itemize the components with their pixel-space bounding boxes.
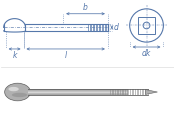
Bar <box>138 17 155 34</box>
Bar <box>125 89 126 95</box>
Bar <box>29 89 128 90</box>
Text: d: d <box>114 23 119 32</box>
Text: dk: dk <box>142 49 151 58</box>
Bar <box>29 94 128 95</box>
Text: b: b <box>83 3 88 12</box>
Ellipse shape <box>8 87 19 91</box>
Bar <box>110 89 111 95</box>
Bar <box>29 90 128 91</box>
Bar <box>132 89 134 95</box>
Bar <box>122 89 124 95</box>
Bar <box>142 89 144 95</box>
Bar <box>120 89 121 95</box>
Polygon shape <box>146 90 158 94</box>
Bar <box>29 92 128 93</box>
Bar <box>138 89 139 95</box>
Bar <box>127 89 129 95</box>
Bar <box>117 89 118 95</box>
Bar <box>29 91 128 92</box>
Bar <box>135 89 136 95</box>
Bar <box>145 89 146 95</box>
Ellipse shape <box>12 93 27 97</box>
Bar <box>112 89 114 95</box>
Bar <box>148 89 149 95</box>
Bar <box>115 89 116 95</box>
Text: k: k <box>12 51 17 60</box>
Text: l: l <box>65 51 67 60</box>
Ellipse shape <box>5 83 30 101</box>
Bar <box>130 89 131 95</box>
Bar <box>29 93 128 94</box>
Bar <box>140 89 141 95</box>
